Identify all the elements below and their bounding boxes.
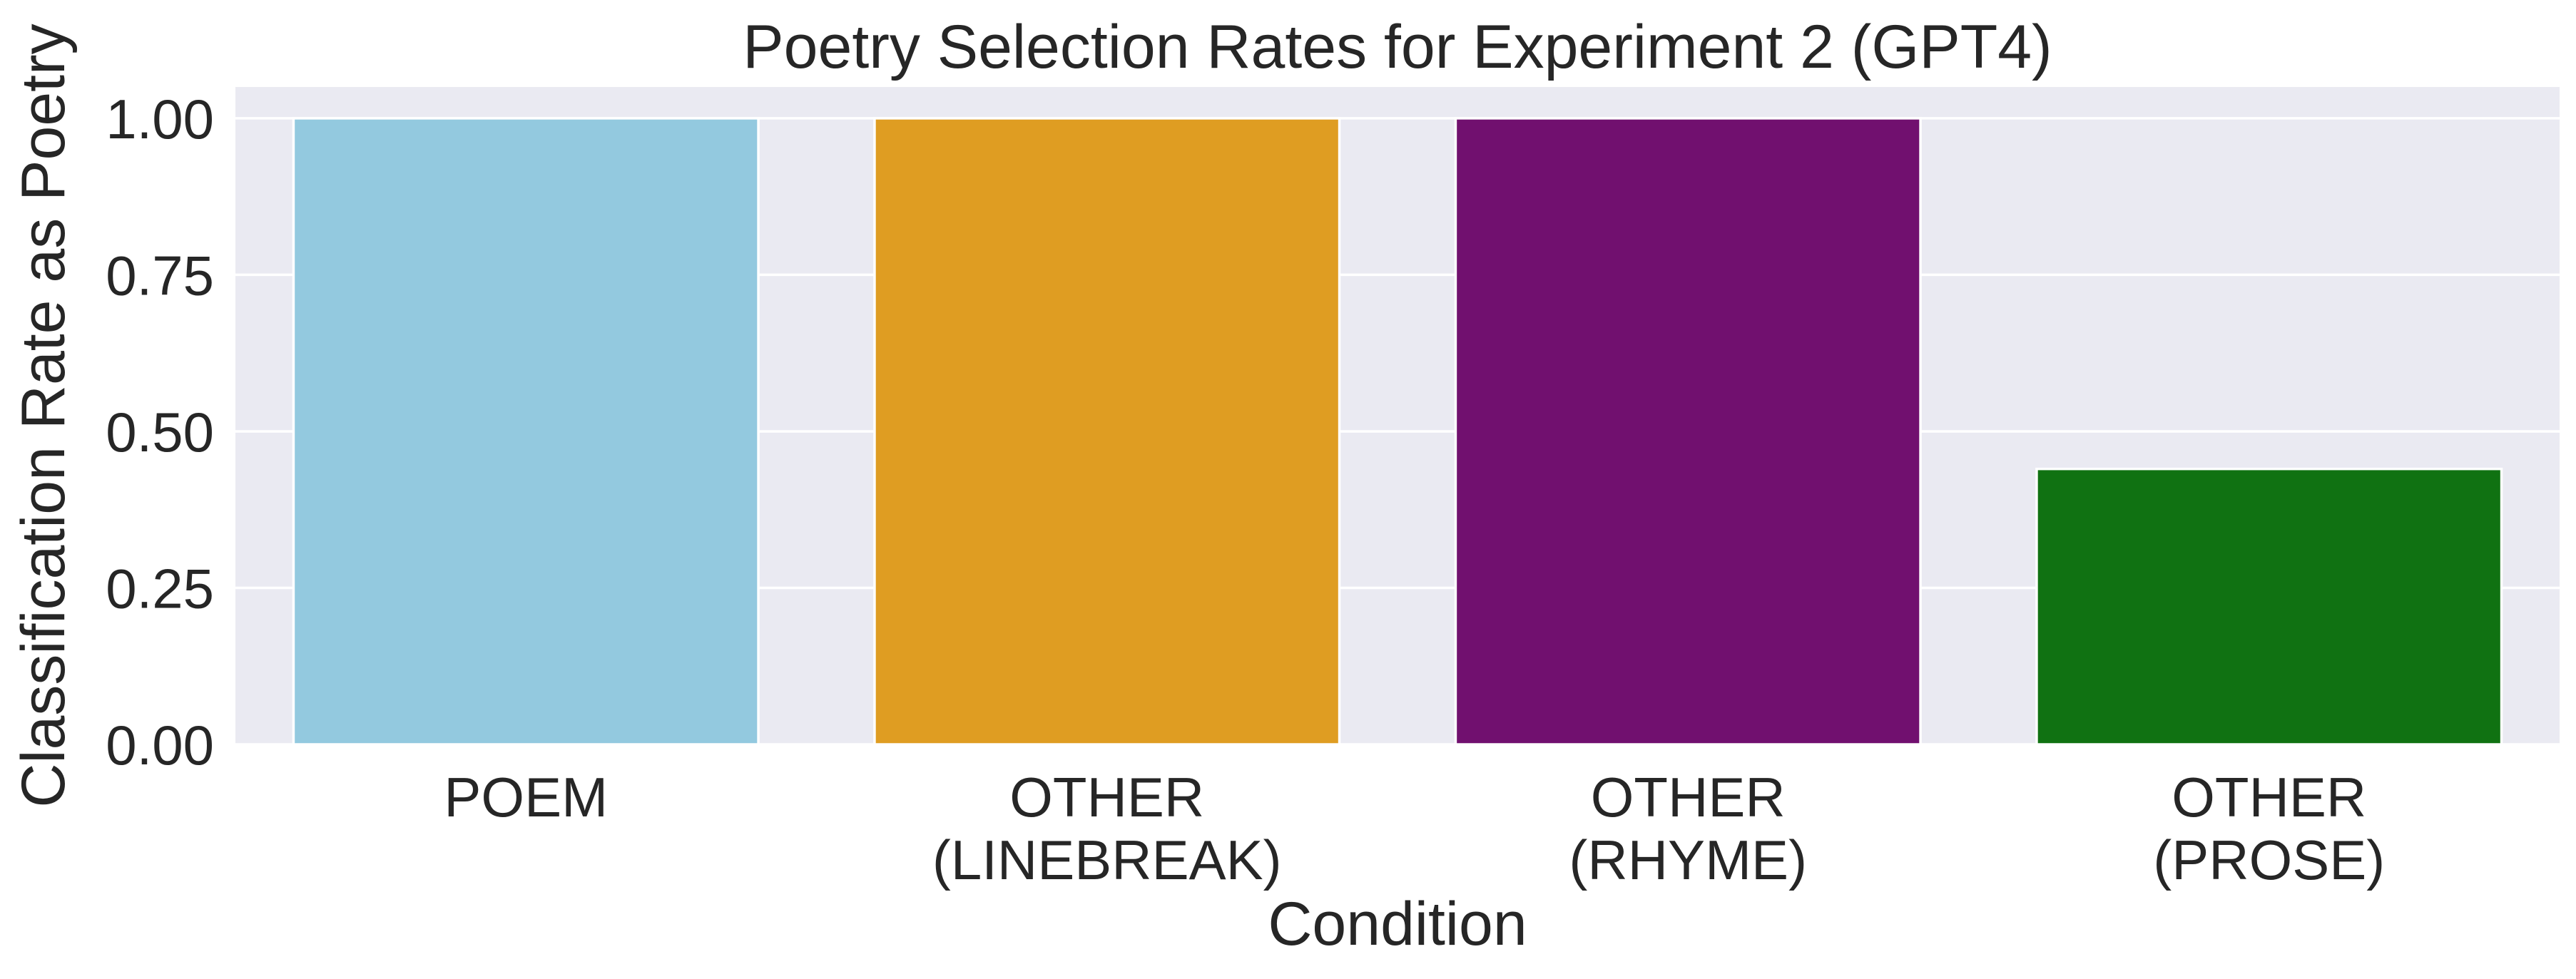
y-tick-label: 0.25 xyxy=(106,557,214,620)
bars xyxy=(292,117,2503,746)
x-tick-label: (PROSE) xyxy=(2153,829,2385,891)
y-tick-label: 1.00 xyxy=(106,88,214,150)
bar xyxy=(1454,117,1922,746)
y-tick-labels: 0.00 0.25 0.50 0.75 1.00 xyxy=(106,88,214,776)
bar xyxy=(873,117,1341,746)
x-axis-label: Condition xyxy=(1268,890,1527,958)
y-axis-label: Classification Rate as Poetry xyxy=(9,24,78,807)
y-tick-label: 0.50 xyxy=(106,401,214,463)
x-tick-label: POEM xyxy=(444,766,608,829)
x-tick-labels: POEM OTHER(LINEBREAK)OTHER(RHYME)OTHER(PR… xyxy=(444,766,2385,891)
x-tick-label: (LINEBREAK) xyxy=(932,829,1282,891)
x-tick-label: OTHER xyxy=(2172,766,2366,829)
x-tick-label: OTHER xyxy=(1009,766,1204,829)
chart-title: Poetry Selection Rates for Experiment 2 … xyxy=(743,13,2052,81)
y-tick-label: 0.00 xyxy=(106,714,214,776)
x-tick-label: (RHYME) xyxy=(1569,829,1807,891)
y-tick-label: 0.75 xyxy=(106,244,214,307)
bar xyxy=(2035,467,2503,746)
x-tick-label: OTHER xyxy=(1591,766,1786,829)
bar xyxy=(292,117,760,746)
